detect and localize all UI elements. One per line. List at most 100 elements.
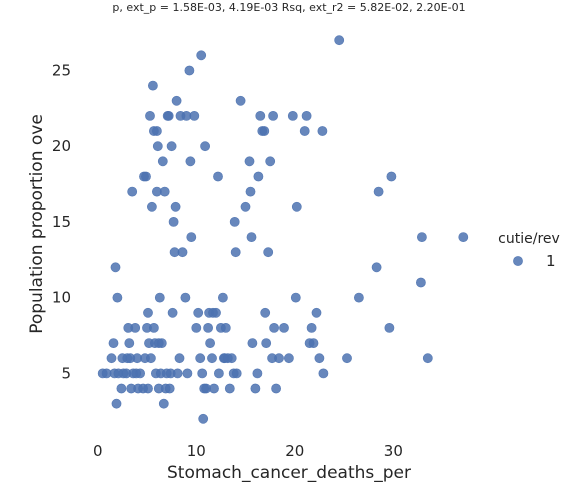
data-point xyxy=(203,322,213,333)
data-point xyxy=(317,126,328,136)
data-point xyxy=(342,353,352,364)
data-point xyxy=(220,322,231,333)
data-point xyxy=(224,383,235,394)
data-point xyxy=(250,383,261,394)
data-point xyxy=(240,201,251,212)
data-point xyxy=(148,322,159,333)
data-point xyxy=(318,368,329,379)
data-point xyxy=(263,247,274,258)
data-point xyxy=(274,353,284,364)
data-point xyxy=(111,398,122,409)
data-point xyxy=(287,111,298,121)
data-point xyxy=(152,141,163,152)
data-point xyxy=(112,292,123,303)
data-point xyxy=(231,368,242,379)
data-point xyxy=(151,126,162,136)
data-point xyxy=(163,111,174,121)
data-point xyxy=(255,111,266,121)
data-point xyxy=(265,156,276,167)
data-point xyxy=(143,383,153,394)
data-point xyxy=(205,338,215,348)
data-point xyxy=(156,338,167,348)
data-point xyxy=(230,247,241,258)
data-point xyxy=(373,186,384,197)
data-point xyxy=(247,338,258,348)
data-point xyxy=(141,171,151,182)
data-point xyxy=(229,216,240,227)
legend-marker xyxy=(513,256,523,266)
data-point xyxy=(384,322,395,333)
data-point xyxy=(211,307,221,318)
data-point xyxy=(197,368,208,379)
data-point xyxy=(116,383,127,394)
legend: cutie/rev 1 xyxy=(498,231,560,270)
y-tick-label: 5 xyxy=(61,364,71,382)
x-tick-label: 20 xyxy=(285,442,304,460)
x-tick-label: 0 xyxy=(93,442,103,460)
data-point xyxy=(166,141,177,152)
data-point xyxy=(108,338,119,348)
data-point xyxy=(271,383,281,394)
data-point xyxy=(353,292,364,303)
data-point xyxy=(283,353,294,364)
data-point xyxy=(252,368,263,379)
data-point xyxy=(186,232,197,242)
data-point xyxy=(213,171,223,182)
legend-title: cutie/rev xyxy=(498,231,560,247)
data-point xyxy=(415,277,426,288)
data-point xyxy=(158,398,169,409)
data-point xyxy=(110,262,121,273)
data-point xyxy=(217,292,228,303)
data-point xyxy=(177,247,188,258)
data-point xyxy=(106,353,117,364)
data-point xyxy=(146,201,157,212)
data-point xyxy=(253,171,264,182)
data-point xyxy=(334,35,345,46)
y-axis-label: Population proportion ove xyxy=(27,114,47,334)
data-point xyxy=(269,322,279,333)
data-point xyxy=(416,232,427,242)
data-point xyxy=(193,307,204,318)
data-point xyxy=(196,50,207,61)
data-point xyxy=(306,322,317,333)
data-point xyxy=(422,353,433,364)
data-point xyxy=(172,368,183,379)
data-point xyxy=(290,292,301,303)
data-point xyxy=(164,383,175,394)
data-point xyxy=(200,141,210,152)
data-point xyxy=(301,111,312,121)
data-point xyxy=(279,322,289,333)
data-point xyxy=(167,307,178,318)
data-point xyxy=(386,171,397,182)
data-point xyxy=(371,262,382,273)
data-point xyxy=(135,368,145,379)
data-point xyxy=(314,353,325,364)
y-tick-label: 10 xyxy=(52,289,71,307)
data-point xyxy=(180,292,191,303)
data-point xyxy=(127,186,138,197)
data-point xyxy=(130,322,141,333)
data-point xyxy=(145,353,156,364)
data-point xyxy=(191,322,202,333)
data-points xyxy=(97,35,469,424)
y-tick-label: 25 xyxy=(52,61,71,79)
data-point xyxy=(245,186,256,197)
data-point xyxy=(261,338,272,348)
data-point xyxy=(184,65,195,76)
data-point xyxy=(268,111,278,121)
x-tick-label: 30 xyxy=(384,442,403,460)
data-point xyxy=(189,111,200,121)
data-point xyxy=(159,186,170,197)
data-point xyxy=(124,338,135,348)
data-point xyxy=(259,126,270,136)
data-point xyxy=(182,368,193,379)
data-point xyxy=(174,353,185,364)
data-point xyxy=(207,353,217,364)
data-point xyxy=(168,216,179,227)
data-point xyxy=(311,307,322,318)
data-point xyxy=(157,156,168,167)
data-point xyxy=(171,95,182,106)
data-point xyxy=(195,353,206,364)
data-point xyxy=(147,80,158,91)
